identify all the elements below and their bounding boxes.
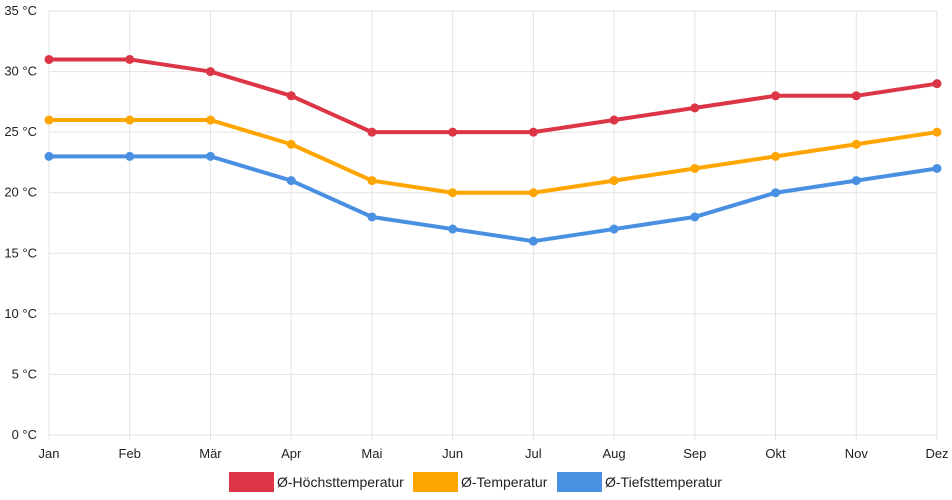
x-tick-label: Nov	[845, 446, 869, 461]
x-tick-label: Jul	[525, 446, 542, 461]
x-tick-label: Okt	[765, 446, 786, 461]
data-point[interactable]	[932, 79, 942, 89]
data-point[interactable]	[690, 163, 700, 173]
data-point[interactable]	[851, 176, 861, 186]
data-point[interactable]	[771, 151, 781, 161]
x-tick-label: Jan	[39, 446, 60, 461]
legend-item[interactable]: Ø-Tiefsttemperatur	[557, 472, 722, 492]
x-tick-label: Jun	[442, 446, 463, 461]
data-point[interactable]	[205, 151, 215, 161]
y-tick-label: 25 °C	[4, 124, 37, 139]
data-point[interactable]	[690, 212, 700, 222]
legend-label: Ø-Höchsttemperatur	[277, 474, 404, 490]
y-axis: 0 °C 5 °C 10 °C 15 °C 20 °C 25 °C 30 °C 35 °C	[4, 3, 37, 442]
data-point[interactable]	[448, 127, 458, 137]
data-point[interactable]	[367, 212, 377, 222]
data-point[interactable]	[205, 115, 215, 125]
series-3	[44, 151, 942, 246]
data-point[interactable]	[125, 151, 135, 161]
data-point[interactable]	[125, 115, 135, 125]
data-point[interactable]	[448, 224, 458, 234]
data-point[interactable]	[771, 188, 781, 198]
series-line	[47, 154, 939, 244]
legend-label: Ø-Tiefsttemperatur	[605, 474, 722, 490]
x-tick-label: Mär	[199, 446, 222, 461]
data-point[interactable]	[367, 127, 377, 137]
series-2	[44, 115, 942, 198]
data-point[interactable]	[609, 224, 619, 234]
data-point[interactable]	[286, 176, 296, 186]
y-tick-label: 0 °C	[12, 427, 37, 442]
data-point[interactable]	[851, 139, 861, 149]
y-tick-label: 20 °C	[4, 185, 37, 200]
series-line	[47, 57, 939, 135]
data-point[interactable]	[851, 91, 861, 101]
y-tick-label: 5 °C	[12, 366, 37, 381]
legend-item[interactable]: Ø-Höchsttemperatur	[229, 472, 404, 492]
data-point[interactable]	[690, 103, 700, 113]
data-point[interactable]	[367, 176, 377, 186]
series-1	[44, 54, 942, 137]
data-point[interactable]	[528, 127, 538, 137]
data-point[interactable]	[528, 188, 538, 198]
data-point[interactable]	[286, 139, 296, 149]
x-tick-label: Dez	[925, 446, 948, 461]
data-point[interactable]	[448, 188, 458, 198]
data-point[interactable]	[528, 236, 538, 246]
legend-swatch	[557, 472, 602, 492]
legend: Ø-Höchsttemperatur Ø-Temperatur Ø-Tiefstte…	[229, 472, 722, 492]
data-point[interactable]	[771, 91, 781, 101]
data-point[interactable]	[44, 54, 54, 64]
series-line	[47, 118, 939, 195]
legend-swatch	[229, 472, 274, 492]
grid	[48, 10, 938, 440]
x-axis: Jan Feb Mär Apr Mai Jun Jul Aug Sep Okt Nov Dez	[39, 446, 949, 461]
data-point[interactable]	[932, 127, 942, 137]
legend-item[interactable]: Ø-Temperatur	[413, 472, 548, 492]
data-point[interactable]	[609, 115, 619, 125]
x-tick-label: Feb	[119, 446, 141, 461]
x-tick-label: Sep	[683, 446, 706, 461]
data-point[interactable]	[125, 54, 135, 64]
data-point[interactable]	[932, 163, 942, 173]
data-point[interactable]	[286, 91, 296, 101]
y-tick-label: 30 °C	[4, 64, 37, 79]
data-point[interactable]	[205, 67, 215, 77]
data-point[interactable]	[609, 176, 619, 186]
data-point[interactable]	[44, 151, 54, 161]
y-tick-label: 35 °C	[4, 3, 37, 18]
legend-label: Ø-Temperatur	[461, 474, 548, 490]
x-tick-label: Apr	[281, 446, 302, 461]
legend-swatch	[413, 472, 458, 492]
data-point[interactable]	[44, 115, 54, 125]
y-tick-label: 15 °C	[4, 245, 37, 260]
x-tick-label: Aug	[603, 446, 626, 461]
y-tick-label: 10 °C	[4, 306, 37, 321]
x-tick-label: Mai	[361, 446, 382, 461]
